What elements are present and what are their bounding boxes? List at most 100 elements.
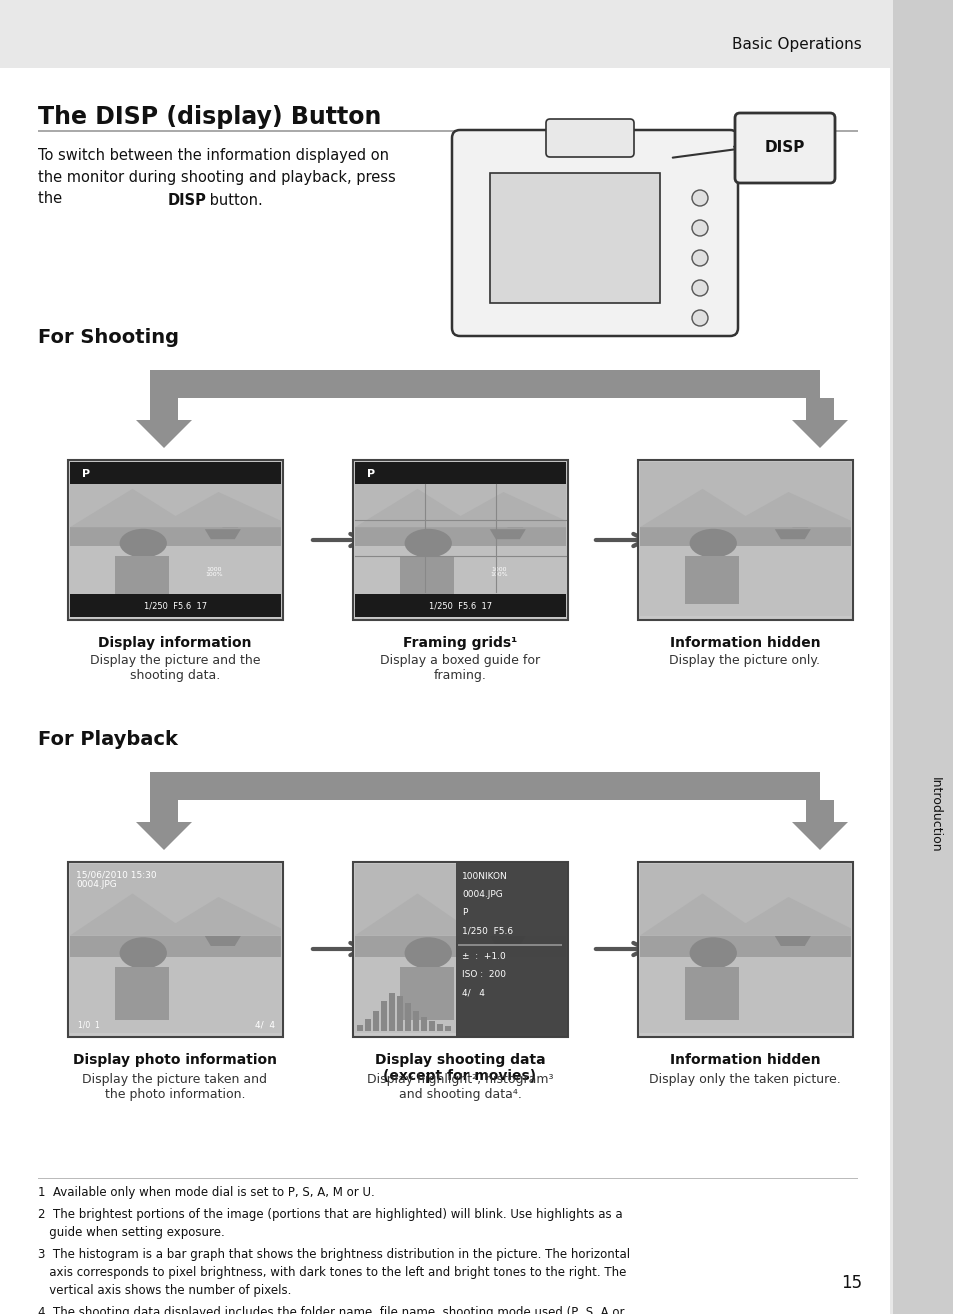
Text: DISP: DISP xyxy=(168,193,207,208)
Text: ±  :  +1.0: ± : +1.0 xyxy=(461,953,505,961)
Bar xyxy=(355,957,565,1033)
Text: 4/   4: 4/ 4 xyxy=(461,988,484,997)
Bar xyxy=(400,556,454,604)
Polygon shape xyxy=(355,489,565,527)
Bar xyxy=(396,996,402,1031)
Text: P: P xyxy=(367,469,375,480)
Polygon shape xyxy=(70,894,281,936)
Polygon shape xyxy=(774,530,810,539)
Circle shape xyxy=(691,280,707,296)
Ellipse shape xyxy=(404,937,452,968)
Polygon shape xyxy=(791,800,847,850)
Polygon shape xyxy=(639,894,850,936)
Text: 1/250  F5.6: 1/250 F5.6 xyxy=(461,926,513,936)
Ellipse shape xyxy=(404,528,452,557)
Polygon shape xyxy=(489,936,525,946)
Bar xyxy=(355,594,565,616)
Ellipse shape xyxy=(119,937,167,968)
Ellipse shape xyxy=(119,528,167,557)
Polygon shape xyxy=(792,920,807,934)
Bar xyxy=(68,460,283,620)
Text: P: P xyxy=(461,908,467,917)
Text: Information hidden: Information hidden xyxy=(669,636,820,650)
Polygon shape xyxy=(355,894,565,936)
Text: 15/06/2010 15:30
0004.JPG: 15/06/2010 15:30 0004.JPG xyxy=(76,870,156,890)
Text: 4  The shooting data displayed includes the folder name, file name, shooting mod: 4 The shooting data displayed includes t… xyxy=(38,1306,624,1314)
Bar xyxy=(353,460,567,620)
Polygon shape xyxy=(205,936,240,946)
Bar xyxy=(684,967,739,1020)
Polygon shape xyxy=(205,530,240,539)
Text: Display the picture taken and
the photo information.: Display the picture taken and the photo … xyxy=(82,1074,267,1101)
Text: P: P xyxy=(82,469,90,480)
Text: 3  The histogram is a bar graph that shows the brightness distribution in the pi: 3 The histogram is a bar graph that show… xyxy=(38,1248,630,1261)
Ellipse shape xyxy=(689,528,736,557)
Bar xyxy=(638,862,852,1037)
Circle shape xyxy=(691,310,707,326)
Bar xyxy=(150,773,820,800)
Bar xyxy=(436,1024,442,1031)
Bar xyxy=(355,527,565,547)
Bar xyxy=(684,556,739,604)
Bar xyxy=(413,1010,418,1031)
FancyBboxPatch shape xyxy=(545,120,634,156)
Circle shape xyxy=(691,250,707,265)
Bar xyxy=(0,0,889,68)
Bar xyxy=(70,527,281,547)
Text: 1/0  1: 1/0 1 xyxy=(78,1020,100,1029)
Bar xyxy=(70,957,281,1033)
Bar xyxy=(353,862,567,1037)
FancyBboxPatch shape xyxy=(734,113,834,183)
Text: Display shooting data
(except for movies): Display shooting data (except for movies… xyxy=(375,1053,545,1083)
Bar xyxy=(400,967,454,1020)
Bar xyxy=(355,463,565,530)
Text: button.: button. xyxy=(205,193,262,208)
Bar xyxy=(405,1003,411,1031)
Bar xyxy=(115,556,169,604)
Bar xyxy=(355,463,565,485)
Text: DISP: DISP xyxy=(764,141,804,155)
Bar xyxy=(365,1018,371,1031)
Text: Display highlight², histogram³
and shooting data⁴.: Display highlight², histogram³ and shoot… xyxy=(366,1074,553,1101)
Polygon shape xyxy=(774,936,810,946)
Bar xyxy=(38,130,857,131)
Polygon shape xyxy=(792,514,807,527)
Text: vertical axis shows the number of pixels.: vertical axis shows the number of pixels… xyxy=(38,1284,291,1297)
Text: guide when setting exposure.: guide when setting exposure. xyxy=(38,1226,225,1239)
Bar xyxy=(70,594,281,616)
Text: 1/250  F5.6  17: 1/250 F5.6 17 xyxy=(144,600,207,610)
Text: 15: 15 xyxy=(840,1275,862,1292)
Circle shape xyxy=(691,191,707,206)
Polygon shape xyxy=(507,514,522,527)
Bar xyxy=(457,943,561,946)
Text: 1  Available only when mode dial is set to P, S, A, M or U.: 1 Available only when mode dial is set t… xyxy=(38,1187,375,1198)
Bar xyxy=(115,967,169,1020)
Circle shape xyxy=(691,219,707,237)
Polygon shape xyxy=(223,920,237,934)
Bar xyxy=(68,862,283,1037)
Bar xyxy=(490,173,659,304)
Polygon shape xyxy=(70,489,281,527)
Text: Display the picture and the
shooting data.: Display the picture and the shooting dat… xyxy=(90,654,260,682)
Text: Basic Operations: Basic Operations xyxy=(732,37,862,53)
Text: 1000
100%: 1000 100% xyxy=(205,566,223,577)
Bar xyxy=(456,862,567,1037)
Bar xyxy=(639,957,850,1033)
Text: 4/  4: 4/ 4 xyxy=(254,1020,274,1029)
Text: 1000
100%: 1000 100% xyxy=(490,566,508,577)
Bar xyxy=(380,1001,387,1031)
Bar xyxy=(373,1010,378,1031)
Bar xyxy=(892,0,953,1314)
Bar xyxy=(444,1026,451,1031)
Text: Introduction: Introduction xyxy=(927,777,941,853)
Text: Display a boxed guide for
framing.: Display a boxed guide for framing. xyxy=(379,654,539,682)
Polygon shape xyxy=(639,489,850,527)
Bar xyxy=(70,463,281,485)
Bar xyxy=(639,547,850,616)
Bar xyxy=(70,547,281,616)
Bar xyxy=(70,936,281,957)
Text: Display only the taken picture.: Display only the taken picture. xyxy=(648,1074,840,1085)
Text: 2  The brightest portions of the image (portions that are highlighted) will blin: 2 The brightest portions of the image (p… xyxy=(38,1208,622,1221)
Polygon shape xyxy=(507,920,522,934)
Text: The DISP (display) Button: The DISP (display) Button xyxy=(38,105,381,129)
